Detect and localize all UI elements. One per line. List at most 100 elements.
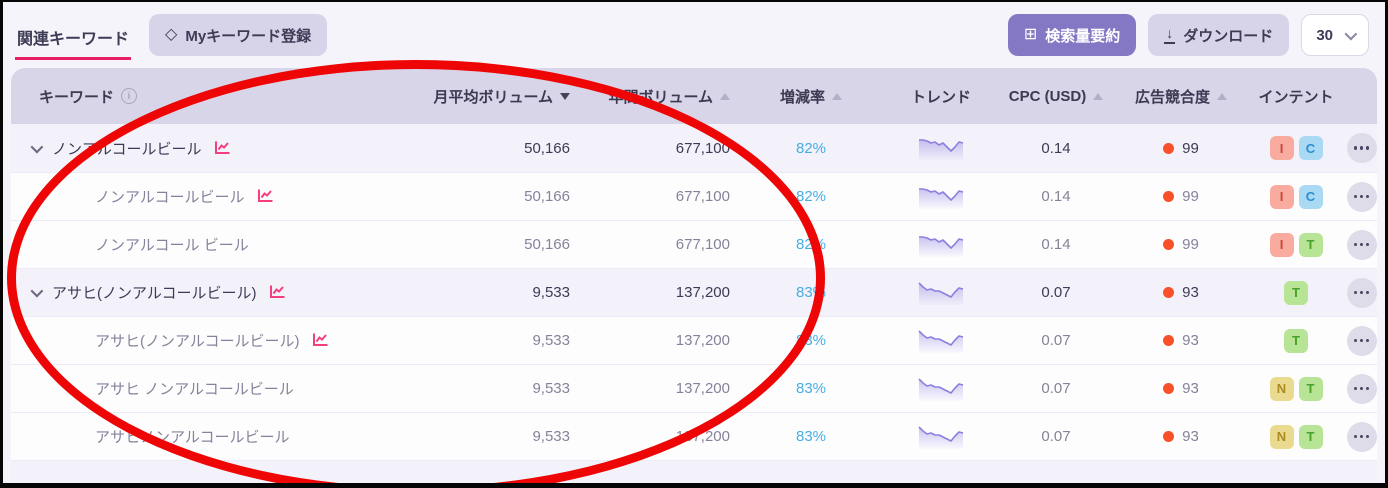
table-row[interactable]: ノンアルコールビール 50,166 677,100 82% 0.14 99 I C: [11, 124, 1377, 172]
cpc-cell: 0.14: [1041, 236, 1071, 253]
monthly-volume-cell: 50,166: [524, 236, 570, 253]
trend-chart-icon[interactable]: [312, 332, 329, 351]
column-header-label: 月平均ボリューム: [433, 88, 553, 106]
trend-chart-icon[interactable]: [214, 140, 231, 159]
monthly-volume-cell: 9,533: [532, 428, 570, 445]
intent-badge-t: T: [1298, 232, 1323, 257]
change-rate-cell: 82%: [795, 236, 827, 253]
intent-badge-c: C: [1298, 136, 1323, 160]
keyword-text: アサヒノンアルコールビール: [95, 429, 290, 446]
annual-volume-cell: 137,200: [675, 332, 730, 349]
more-options-button[interactable]: [1346, 181, 1377, 212]
cpc-cell: 0.07: [1041, 428, 1071, 445]
intent-badge-i: I: [1269, 232, 1294, 257]
sort-asc-icon[interactable]: [1217, 92, 1227, 100]
column-header-2[interactable]: 年間ボリューム: [576, 86, 736, 107]
competition-dot-icon: [1163, 335, 1175, 346]
trend-sparkline: [886, 183, 996, 211]
intent-badge-t: T: [1298, 424, 1323, 449]
competition-value: 93: [1182, 428, 1199, 445]
tab-related-keywords[interactable]: 関連キーワード: [15, 11, 132, 60]
ad-competition-cell: 93: [1116, 428, 1246, 445]
trend-sparkline: [886, 423, 996, 451]
expand-chevron-icon[interactable]: [30, 284, 44, 298]
intent-cell: T: [1246, 328, 1346, 353]
competition-value: 93: [1182, 380, 1199, 397]
monthly-volume-cell: 9,533: [532, 380, 570, 397]
ad-competition-cell: 93: [1116, 380, 1246, 397]
more-options-button[interactable]: [1346, 421, 1377, 452]
column-header-5[interactable]: CPC (USD): [996, 88, 1116, 105]
table-header-row: キーワード i 月平均ボリューム 年間ボリューム 増減率 トレンド CPC (USD) 広告競…: [11, 68, 1377, 124]
table-row[interactable]: アサヒノンアルコールビール 9,533 137,200 83% 0.07 93 N T: [11, 412, 1377, 460]
more-cell: [1346, 421, 1377, 452]
change-rate-cell: 82%: [795, 188, 827, 205]
table-row[interactable]: アサヒ ノンアルコールビール 9,533 137,200 83% 0.07 93 N T: [11, 364, 1377, 412]
intent-badge-t: T: [1284, 328, 1308, 353]
cpc-cell: 0.07: [1041, 332, 1071, 349]
column-header-label: 増減率: [779, 88, 825, 106]
trend-sparkline: [886, 375, 996, 403]
competition-dot-icon: [1163, 191, 1175, 202]
diamond-icon: ◇: [165, 26, 178, 43]
column-header-7: インテント: [1246, 86, 1346, 107]
monthly-volume-cell: 50,166: [524, 139, 570, 157]
keyword-text: アサヒ(ノンアルコールビール): [95, 333, 300, 350]
change-rate-cell: 82%: [795, 139, 827, 157]
trend-chart-icon[interactable]: [269, 284, 286, 303]
more-options-button[interactable]: [1346, 229, 1377, 260]
more-options-button[interactable]: [1346, 325, 1377, 356]
trend-chart-icon[interactable]: [257, 188, 274, 207]
trend-sparkline: [886, 134, 996, 162]
keyword-table: キーワード i 月平均ボリューム 年間ボリューム 増減率 トレンド CPC (USD) 広告競…: [11, 68, 1377, 481]
competition-dot-icon: [1163, 287, 1175, 298]
ad-competition-cell: 99: [1116, 140, 1246, 157]
sort-desc-icon[interactable]: [560, 92, 570, 100]
more-options-button[interactable]: [1346, 133, 1377, 163]
more-options-button[interactable]: [1346, 373, 1377, 404]
expand-chevron-icon[interactable]: [30, 140, 44, 153]
info-icon[interactable]: i: [121, 88, 138, 104]
sort-asc-icon[interactable]: [832, 92, 842, 100]
intent-cell: T: [1246, 280, 1346, 305]
my-keyword-register-button[interactable]: ◇ Myキーワード登録: [149, 14, 328, 56]
keyword-text: ノンアルコールビール: [95, 189, 245, 206]
cpc-cell: 0.07: [1041, 380, 1071, 397]
table-row[interactable]: ノンアルコール ビール 50,166 677,100 82% 0.14 99 I T: [11, 220, 1377, 268]
my-keyword-register-label: Myキーワード登録: [185, 27, 312, 45]
column-header-3[interactable]: 増減率: [736, 86, 886, 107]
more-options-button[interactable]: [1346, 277, 1377, 308]
download-label: ダウンロード: [1183, 27, 1274, 45]
table-row[interactable]: ノンアルコールビール 50,166 677,100 82% 0.14 99 I C: [11, 172, 1377, 220]
ad-competition-cell: 93: [1116, 332, 1246, 349]
download-button[interactable]: ↓ ダウンロード: [1148, 14, 1290, 56]
column-header-1[interactable]: 月平均ボリューム: [416, 86, 576, 107]
search-volume-summary-button[interactable]: ⊞ 検索量要約: [1007, 14, 1137, 56]
table-row[interactable]: アサヒ(ノンアルコールビール) 9,533 137,200 83% 0.07 93 T: [11, 316, 1377, 364]
column-header-label: 広告競合度: [1134, 88, 1210, 106]
table-row[interactable]: アサヒ(ノンアルコールビール) 9,533 137,200 83% 0.07 93 T: [11, 268, 1377, 316]
competition-value: 99: [1182, 139, 1199, 157]
column-header-label: インテント: [1258, 88, 1334, 106]
column-header-6[interactable]: 広告競合度: [1116, 86, 1246, 107]
rows-per-page-select[interactable]: 30: [1301, 14, 1369, 56]
column-header-label: 年間ボリューム: [608, 88, 713, 106]
monthly-volume-cell: 9,533: [532, 332, 570, 349]
trend-sparkline: [886, 279, 996, 307]
sort-asc-icon[interactable]: [720, 92, 730, 100]
sort-asc-icon[interactable]: [1093, 92, 1104, 100]
monthly-volume-cell: 50,166: [524, 188, 570, 205]
competition-value: 99: [1182, 188, 1199, 205]
competition-dot-icon: [1163, 142, 1175, 154]
keyword-text: ノンアルコール ビール: [95, 237, 249, 254]
download-icon: ↓: [1164, 25, 1176, 45]
annual-volume-cell: 677,100: [675, 188, 730, 205]
column-header-label: CPC (USD): [1008, 87, 1087, 105]
ad-competition-cell: 99: [1116, 236, 1246, 253]
intent-badge-i: I: [1269, 136, 1294, 160]
